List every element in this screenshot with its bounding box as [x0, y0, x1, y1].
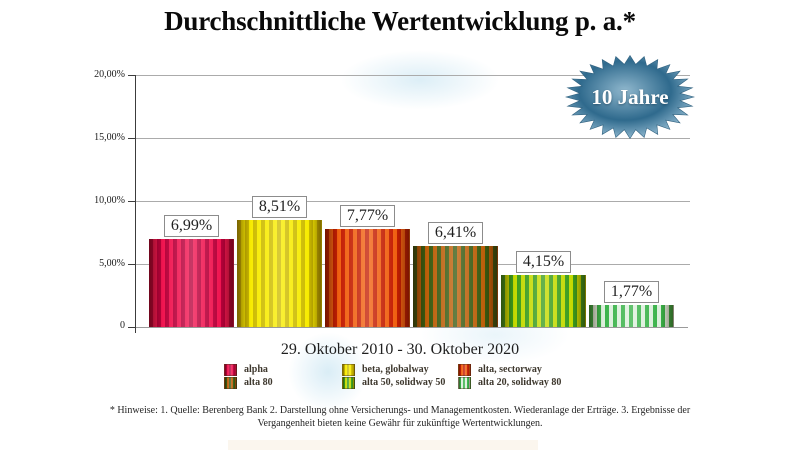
y-axis-tick: [128, 138, 135, 139]
legend-item-alta-sectorway: alta, sectorway: [458, 363, 598, 376]
bar-cell-alta-20-solidway-80: 1,77%: [589, 281, 674, 327]
bar-alta-50-solidway-50: [501, 275, 586, 327]
legend-swatch-alta-20-solidway-80: [458, 376, 471, 389]
x-axis-tick: [135, 328, 136, 333]
page-title: Durchschnittliche Wertentwicklung p. a.*: [164, 6, 636, 36]
legend-item-beta-globalway: beta, globalway: [342, 363, 458, 376]
y-tick-label: 10,00%: [94, 195, 125, 206]
y-tick-label: 20,00%: [94, 69, 125, 80]
y-tick-label: 15,00%: [94, 132, 125, 143]
legend-item-alpha: alpha: [224, 363, 342, 376]
ten-years-badge: 10 Jahre: [565, 55, 695, 140]
y-axis-tick: [128, 264, 135, 265]
starburst-icon: [565, 55, 695, 139]
bar-alta-20-solidway-80: [589, 305, 674, 327]
legend-item-alta-80: alta 80: [224, 376, 342, 389]
value-label: 6,99%: [163, 215, 220, 237]
gridline-20pct: [136, 75, 690, 76]
gridline-10pct: [136, 201, 690, 202]
y-axis-tick: [128, 201, 135, 202]
value-label: 8,51%: [251, 196, 308, 218]
legend-swatch-alta-50-solidway-50: [342, 376, 355, 389]
value-label: 1,77%: [603, 281, 660, 303]
legend-item-alta-20-solidway-80: alta 20, solidway 80: [458, 376, 598, 389]
value-label: 4,15%: [515, 251, 572, 273]
legend-label: alta 80: [244, 377, 273, 388]
legend-label: alta, sectorway: [478, 364, 542, 375]
legend-swatch-alta-80: [224, 376, 237, 389]
legend-item-alta-50-solidway-50: alta 50, solidway 50: [342, 376, 458, 389]
y-tick-label: 0: [120, 320, 125, 331]
value-label: 6,41%: [427, 222, 484, 244]
footnote: * Hinweise: 1. Quelle: Berenberg Bank 2.…: [109, 405, 691, 429]
legend-swatch-alpha: [224, 363, 237, 376]
bar-cell-alta-50-solidway-50: 4,15%: [501, 251, 586, 327]
legend: alpha beta, globalway alta, sectorway al…: [224, 363, 598, 389]
y-axis-line: [135, 75, 136, 328]
badge-label: 10 Jahre: [591, 85, 669, 109]
y-axis-tick: [128, 75, 135, 76]
gridline-15pct: [136, 138, 690, 139]
legend-label: alpha: [244, 364, 268, 375]
legend-label: beta, globalway: [362, 364, 429, 375]
y-tick-label: 5,00%: [99, 258, 125, 269]
legend-label: alta 20, solidway 80: [478, 377, 562, 388]
bar-cell-alpha: 6,99%: [149, 215, 234, 327]
legend-swatch-beta-globalway: [342, 363, 355, 376]
background-watermark: [340, 50, 500, 110]
background-band: [228, 440, 538, 450]
x-axis-label: 29. Oktober 2010 - 30. Oktober 2020: [280, 341, 520, 358]
bar-cell-beta-globalway: 8,51%: [237, 196, 322, 327]
x-axis-line: [136, 327, 688, 328]
value-label: 7,77%: [339, 205, 396, 227]
y-axis-tick: [128, 327, 135, 328]
bar-alpha: [149, 239, 234, 327]
bar-group: 6,99% 8,51% 7,77% 6,41% 4,15% 1,77%: [149, 196, 674, 327]
bar-alta-80: [413, 246, 498, 327]
bar-beta-globalway: [237, 220, 322, 327]
bar-cell-alta-80: 6,41%: [413, 222, 498, 327]
legend-label: alta 50, solidway 50: [362, 377, 446, 388]
bar-cell-alta-sectorway: 7,77%: [325, 205, 410, 327]
bar-alta-sectorway: [325, 229, 410, 327]
legend-swatch-alta-sectorway: [458, 363, 471, 376]
